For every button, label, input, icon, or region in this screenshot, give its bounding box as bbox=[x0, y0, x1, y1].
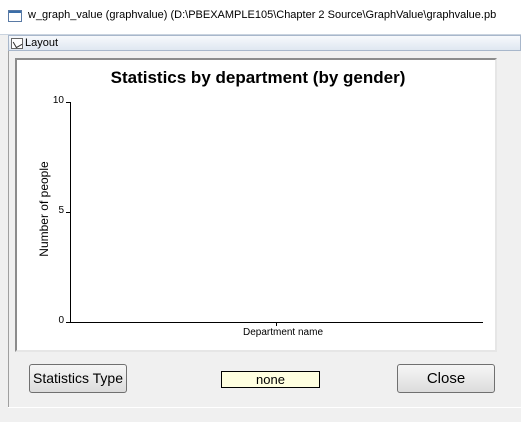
y-tick-10 bbox=[66, 102, 70, 103]
graph-control[interactable]: Statistics by department (by gender) Num… bbox=[15, 58, 497, 352]
y-tick-label: 5 bbox=[58, 205, 64, 216]
y-tick-label: 10 bbox=[52, 95, 64, 106]
statistics-type-button[interactable]: Statistics Type bbox=[29, 364, 127, 393]
y-tick-0 bbox=[66, 322, 70, 323]
window-icon bbox=[8, 10, 22, 22]
x-tick bbox=[276, 322, 277, 326]
window-bottom-edge bbox=[8, 407, 521, 422]
graph-title: Statistics by department (by gender) bbox=[110, 68, 406, 87]
y-tick-5 bbox=[66, 212, 70, 213]
window-titlebar: w_graph_value (graphvalue) (D:\PBEXAMPLE… bbox=[0, 0, 521, 35]
layout-tab-label: Layout bbox=[25, 37, 59, 49]
y-axis bbox=[70, 102, 71, 323]
x-axis-label: Department name bbox=[242, 327, 324, 338]
y-tick-label: 0 bbox=[58, 315, 64, 326]
window-title: w_graph_value (graphvalue) (D:\PBEXAMPLE… bbox=[28, 9, 497, 21]
layout-tab[interactable]: Layout bbox=[8, 35, 521, 51]
statistics-value-display: none bbox=[221, 371, 320, 388]
layout-icon bbox=[11, 38, 23, 49]
close-button[interactable]: Close bbox=[397, 364, 495, 393]
